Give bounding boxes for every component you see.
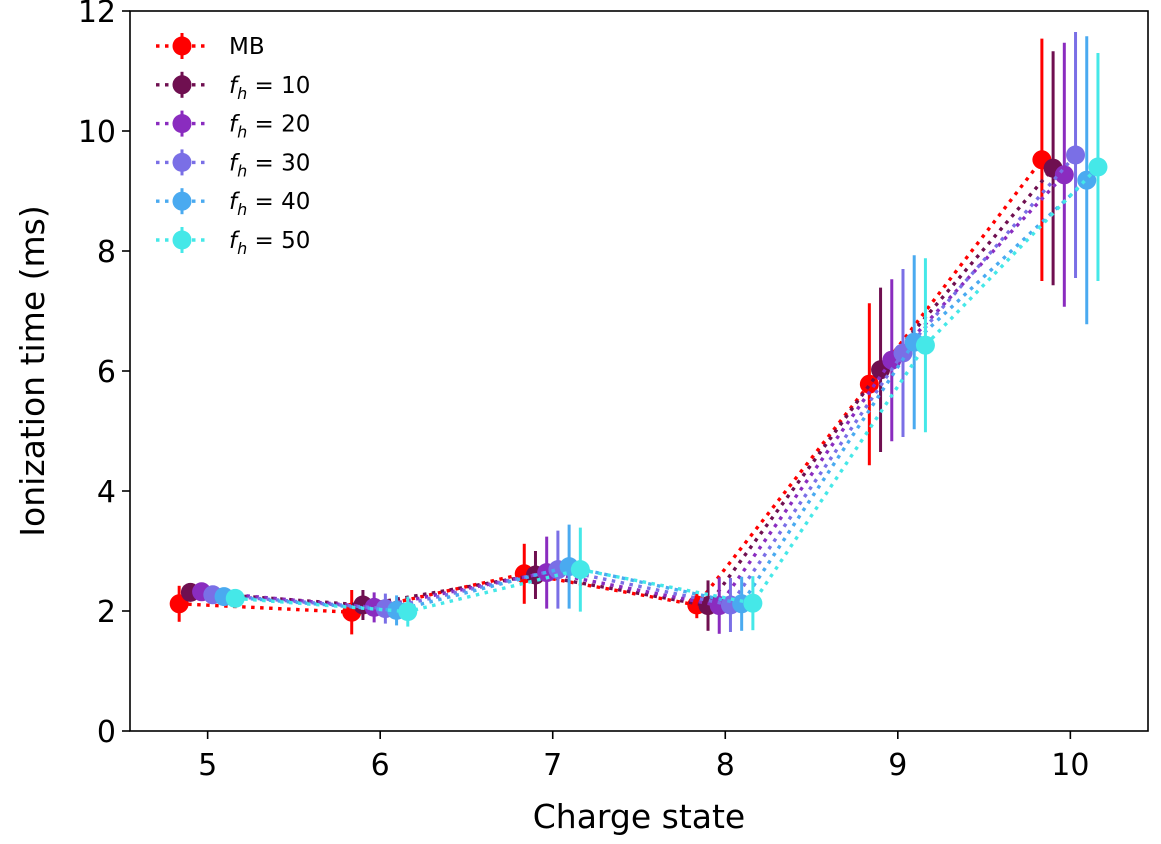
data-point-3-5	[1066, 145, 1086, 165]
legend-label-0: MB	[229, 34, 265, 60]
legend-marker-1	[172, 75, 192, 95]
y-tick-label-6: 6	[97, 355, 116, 390]
series-line-5	[235, 165, 1100, 614]
legend-marker-3	[172, 152, 192, 172]
x-tick-label-9: 9	[888, 748, 907, 783]
data-point-5-5	[1088, 157, 1108, 177]
y-tick-label-10: 10	[78, 115, 116, 150]
y-tick-label-4: 4	[97, 475, 116, 510]
y-tick-label-8: 8	[97, 235, 116, 270]
data-point-5-1	[398, 602, 418, 622]
x-tick-label-10: 10	[1051, 748, 1089, 783]
legend-marker-2	[172, 114, 192, 134]
legend-marker-5	[172, 230, 192, 250]
legend: MB fh = 10 fh = 20 fh = 30 fh = 40 fh = 50	[156, 33, 310, 258]
x-axis-label: Charge state	[533, 797, 746, 836]
x-tick-label-8: 8	[716, 748, 735, 783]
x-tick-label-5: 5	[198, 748, 217, 783]
series-line-4	[223, 178, 1088, 613]
legend-label-2: fh = 20	[229, 112, 310, 142]
legend-marker-4	[172, 191, 192, 211]
data-point-2-5	[1054, 165, 1074, 185]
plot-area	[169, 32, 1108, 635]
axis-ticks: 5 6 7 8 9 10 0 2 4 6 8 10 12	[78, 0, 1090, 783]
data-point-5-2	[570, 560, 590, 580]
series-line-2	[201, 173, 1066, 610]
legend-marker-0	[172, 36, 192, 56]
legend-label-1: fh = 10	[229, 73, 310, 103]
y-tick-label-0: 0	[97, 715, 116, 750]
x-tick-label-6: 6	[371, 748, 390, 783]
y-tick-label-12: 12	[78, 0, 116, 30]
series-line-3	[212, 153, 1077, 611]
legend-label-4: fh = 40	[229, 189, 310, 219]
y-axis-label: Ionization time (ms)	[13, 205, 52, 536]
legend-label-5: fh = 50	[229, 228, 310, 258]
legend-label-3: fh = 30	[229, 150, 310, 180]
data-point-5-4	[915, 335, 935, 355]
x-tick-label-7: 7	[543, 748, 562, 783]
data-point-5-3	[743, 593, 763, 613]
y-tick-label-2: 2	[97, 595, 116, 630]
series-line-1	[190, 167, 1055, 608]
data-point-5-0	[225, 588, 245, 608]
